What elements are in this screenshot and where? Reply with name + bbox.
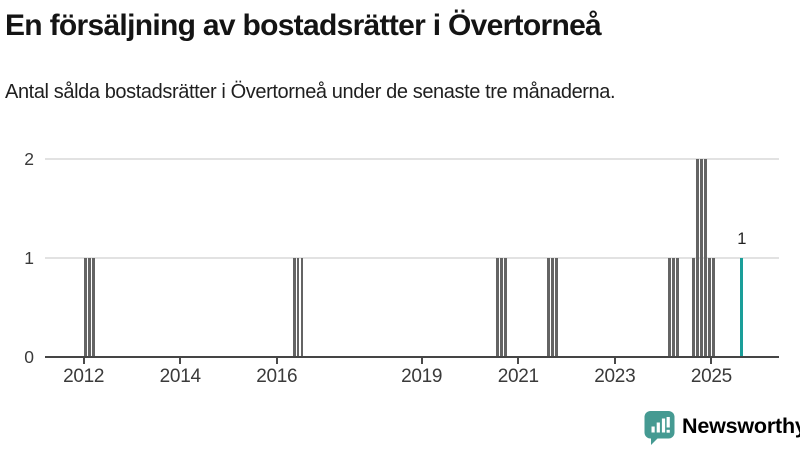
- bar: [711, 257, 715, 357]
- x-tick-label-2023: 2023: [594, 366, 636, 387]
- newsworthy-logo-text: Newsworthy: [682, 413, 800, 438]
- bar: [668, 257, 671, 357]
- x-tick-2016: [275, 358, 278, 364]
- x-tick-label-2025: 2025: [690, 366, 732, 387]
- chart-subtitle: Antal sålda bostadsrätter i Övertorneå u…: [5, 81, 616, 103]
- bar: [296, 257, 300, 357]
- x-tick-2021: [517, 358, 520, 364]
- bar: [292, 257, 296, 357]
- bar: [671, 257, 675, 357]
- x-tick-label-2012: 2012: [63, 366, 105, 387]
- x-axis-line: [45, 355, 779, 358]
- bar: [708, 257, 711, 357]
- bar: [496, 257, 499, 357]
- gridline-y-1: [45, 256, 779, 259]
- plot-area: 1: [45, 149, 779, 357]
- bar: [692, 257, 695, 357]
- x-tick-2023: [613, 358, 616, 364]
- newsworthy-logo-icon: [644, 411, 675, 445]
- bar-highlight: [740, 257, 744, 357]
- x-tick-2014: [179, 358, 182, 364]
- x-tick-label-2019: 2019: [401, 366, 443, 387]
- y-tick-label-1: 1: [24, 247, 34, 268]
- x-tick-2012: [82, 358, 85, 364]
- bar: [88, 257, 91, 357]
- gridline-y-2: [45, 157, 779, 160]
- bar: [499, 257, 503, 357]
- bar: [696, 158, 699, 357]
- x-tick-2019: [420, 358, 423, 364]
- bar: [555, 257, 558, 357]
- x-tick-2025: [710, 358, 713, 364]
- y-tick-label-2: 2: [24, 148, 34, 169]
- bar: [92, 257, 96, 357]
- bar: [551, 257, 554, 357]
- bar: [300, 257, 304, 357]
- y-tick-label-0: 0: [24, 347, 34, 367]
- x-tick-label-2016: 2016: [256, 366, 298, 387]
- chart-area: 0 1 2 1 2012 2014 2016 2019 2021 2023 2025: [0, 130, 800, 405]
- bar: [84, 257, 87, 357]
- bar: [704, 158, 707, 357]
- value-label: 1: [737, 229, 747, 248]
- x-tick-label-2014: 2014: [159, 366, 201, 387]
- x-tick-label-2021: 2021: [497, 366, 539, 387]
- bar: [504, 257, 508, 357]
- bar: [699, 158, 703, 357]
- bar: [676, 257, 679, 357]
- bar: [547, 257, 550, 357]
- newsworthy-logo[interactable]: Newsworthy: [644, 410, 800, 446]
- page-title: En försäljning av bostadsrätter i Överto…: [5, 9, 602, 42]
